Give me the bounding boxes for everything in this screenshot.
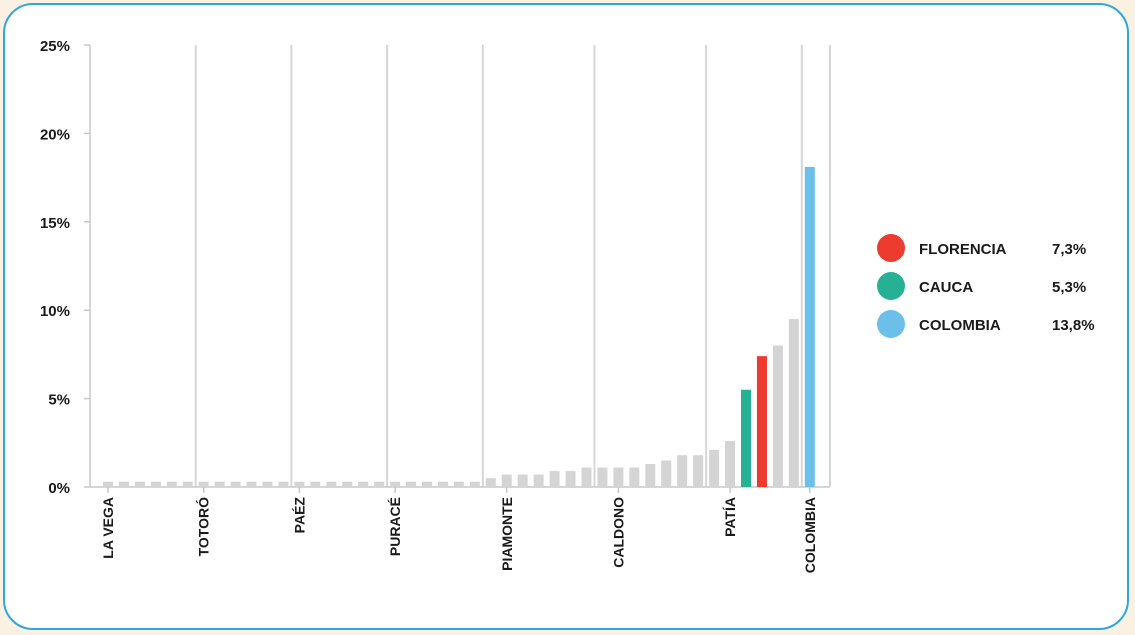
- bar: [406, 481, 417, 487]
- chart-card: [3, 3, 1129, 630]
- bar: [517, 474, 528, 487]
- x-category-label: PIAMONTE: [499, 497, 515, 571]
- bar: [772, 345, 783, 487]
- x-category-label: TOTORÓ: [195, 497, 212, 556]
- x-category-label: PURACÉ: [387, 497, 403, 556]
- bar: [693, 455, 704, 487]
- legend-value: 7,3%: [1052, 241, 1086, 258]
- bar: [118, 481, 129, 487]
- bar: [709, 449, 720, 487]
- bar: [469, 481, 480, 487]
- legend-swatch: [877, 234, 905, 262]
- bar: [182, 481, 193, 487]
- bar: [294, 481, 305, 487]
- bar: [597, 467, 608, 487]
- bar: [358, 481, 369, 487]
- legend-value: 5,3%: [1052, 279, 1086, 296]
- legend-swatch: [877, 272, 905, 300]
- bar: [645, 464, 656, 487]
- bar: [533, 474, 544, 487]
- legend-swatch: [877, 310, 905, 338]
- bar: [198, 481, 209, 487]
- y-tick-label: 25%: [40, 38, 70, 55]
- bar: [262, 481, 273, 487]
- bar: [437, 481, 448, 487]
- bar: [804, 166, 815, 487]
- bar: [166, 481, 177, 487]
- legend-label: CAUCA: [919, 279, 973, 296]
- legend-label: FLORENCIA: [919, 241, 1007, 258]
- bar: [565, 471, 576, 487]
- y-tick-label: 15%: [40, 215, 70, 232]
- y-tick-label: 5%: [48, 392, 70, 409]
- bar: [485, 478, 496, 487]
- bar: [310, 481, 321, 487]
- bar: [741, 389, 751, 487]
- bar: [326, 481, 337, 487]
- bar: [788, 319, 799, 487]
- y-tick-label: 10%: [40, 303, 70, 320]
- y-tick-label: 20%: [40, 126, 70, 143]
- bar: [278, 481, 289, 487]
- bar: [374, 481, 385, 487]
- bar: [613, 467, 624, 487]
- x-category-label: CALDONO: [610, 497, 626, 568]
- bar: [246, 481, 257, 487]
- bar: [390, 481, 401, 487]
- bar: [150, 481, 161, 487]
- bar: [677, 455, 688, 487]
- bar: [422, 481, 432, 487]
- bar: [549, 471, 560, 487]
- bar: [453, 481, 464, 487]
- bar: [725, 441, 736, 487]
- bar: [629, 467, 640, 487]
- bar: [581, 467, 592, 487]
- bar: [661, 460, 672, 487]
- bar: [134, 481, 145, 487]
- legend-value: 13,8%: [1052, 317, 1095, 334]
- x-category-label: COLOMBIA: [802, 497, 818, 573]
- bar: [342, 481, 353, 487]
- x-category-label: PAÉZ: [291, 497, 307, 534]
- bar: [230, 481, 241, 487]
- bar: [103, 481, 113, 487]
- x-category-label: LA VEGA: [100, 497, 116, 559]
- bar: [756, 356, 767, 487]
- x-category-label: PATÍA: [722, 497, 738, 537]
- bar: [501, 474, 512, 487]
- bar: [214, 481, 225, 487]
- y-tick-label: 0%: [48, 480, 70, 497]
- legend-label: COLOMBIA: [919, 317, 1001, 334]
